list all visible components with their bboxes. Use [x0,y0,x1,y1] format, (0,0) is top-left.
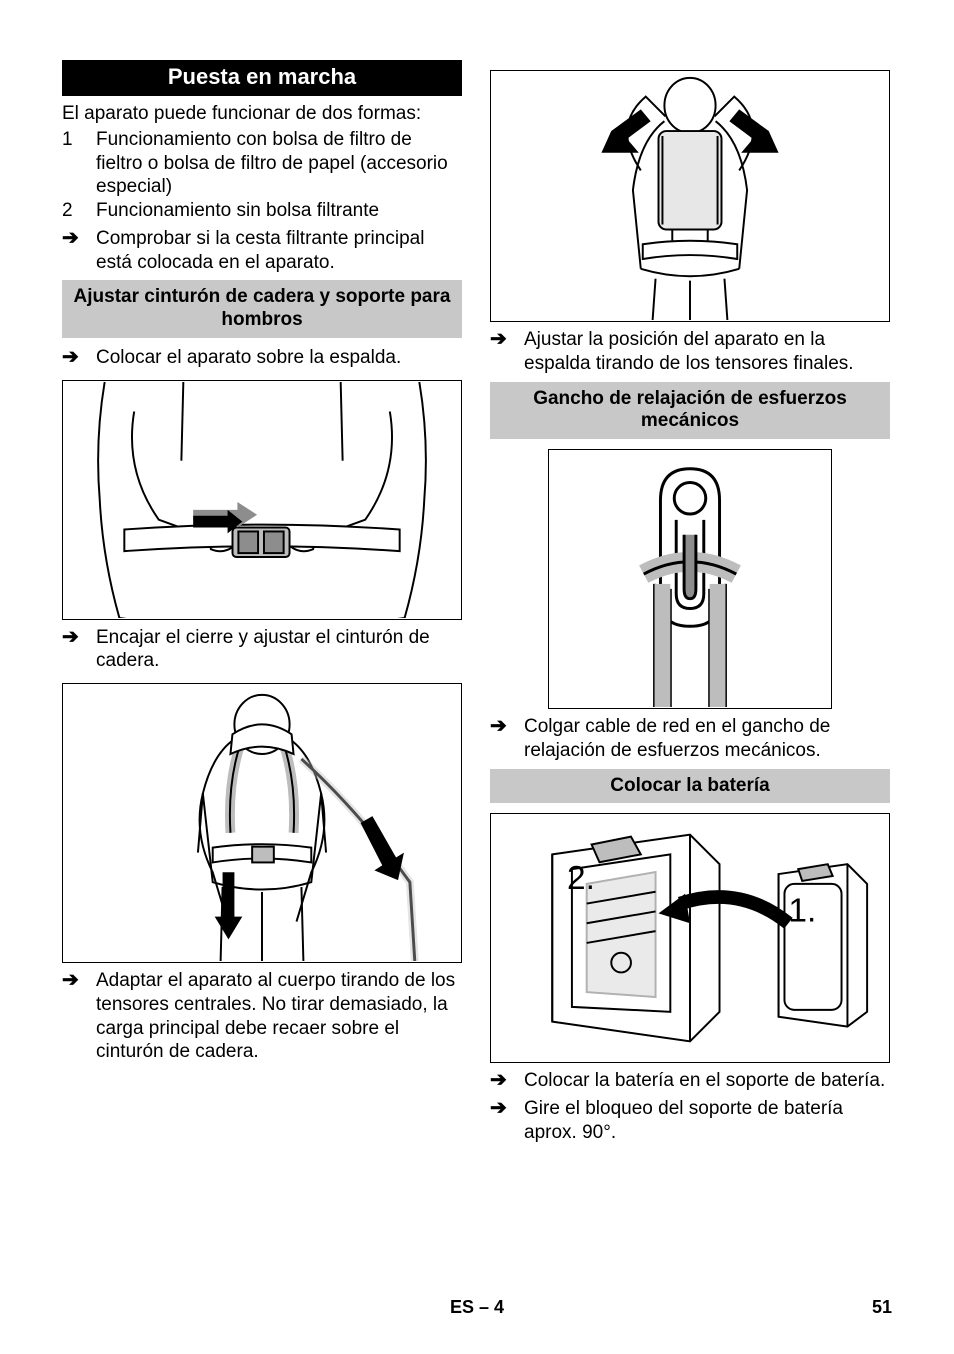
arrow-step: ➔ Encajar el cierre y ajustar el cinturó… [62,626,462,674]
arrow-step: ➔ Ajustar la posición del aparato en la … [490,328,890,376]
figure-insert-battery: 2. 1. [490,813,890,1063]
step-text: Colgar cable de red en el gancho de rela… [524,715,890,763]
figure-back-adjust [490,70,890,322]
arrow-right-icon: ➔ [62,626,96,674]
footer-label: ES – 4 [0,1297,954,1318]
arrow-step: ➔ Colocar la batería en el soporte de ba… [490,1069,890,1093]
step-text: Ajustar la posición del aparato en la es… [524,328,890,376]
arrow-right-icon: ➔ [490,328,524,376]
step-text: Encajar el cierre y ajustar el cinturón … [96,626,462,674]
arrow-step: ➔ Colgar cable de red en el gancho de re… [490,715,890,763]
step-text: Gire el bloqueo del soporte de batería a… [524,1097,890,1145]
arrow-right-icon: ➔ [62,969,96,1064]
list-text: Funcionamiento con bolsa de filtro de fi… [96,128,462,199]
list-number: 2 [62,199,96,223]
figure-belt-buckle [62,380,462,620]
arrow-right-icon: ➔ [490,715,524,763]
arrow-step: ➔ Adaptar el aparato al cuerpo tirando d… [62,969,462,1064]
figure-pull-straps [62,683,462,963]
page-number: 51 [872,1297,892,1318]
sub-heading: Ajustar cinturón de cadera y soporte par… [62,280,462,338]
arrow-right-icon: ➔ [62,227,96,275]
figure-label-1: 1. [788,893,816,930]
intro-text: El aparato puede funcionar de dos formas… [62,102,462,126]
left-column: Puesta en marcha El aparato puede funcio… [62,60,462,1149]
list-text: Funcionamiento sin bolsa filtrante [96,199,462,223]
sub-heading: Colocar la batería [490,769,890,804]
step-text: Colocar el aparato sobre la espalda. [96,346,462,370]
figure-label-2: 2. [567,860,595,897]
arrow-right-icon: ➔ [490,1069,524,1093]
arrow-right-icon: ➔ [490,1097,524,1145]
right-column: ➔ Ajustar la posición del aparato en la … [490,60,890,1149]
step-text: Adaptar el aparato al cuerpo tirando de … [96,969,462,1064]
list-item: 1 Funcionamiento con bolsa de filtro de … [62,128,462,199]
sub-heading: Gancho de relajación de esfuerzos mecáni… [490,382,890,440]
step-text: Comprobar si la cesta filtrante principa… [96,227,462,275]
arrow-step: ➔ Comprobar si la cesta filtrante princi… [62,227,462,275]
numbered-list: 1 Funcionamiento con bolsa de filtro de … [62,128,462,223]
arrow-right-icon: ➔ [62,346,96,370]
step-text: Colocar la batería en el soporte de bate… [524,1069,890,1093]
list-number: 1 [62,128,96,199]
arrow-step: ➔ Gire el bloqueo del soporte de batería… [490,1097,890,1145]
section-title: Puesta en marcha [62,60,462,96]
list-item: 2 Funcionamiento sin bolsa filtrante [62,199,462,223]
figure-strain-hook [548,449,832,709]
arrow-step: ➔ Colocar el aparato sobre la espalda. [62,346,462,370]
